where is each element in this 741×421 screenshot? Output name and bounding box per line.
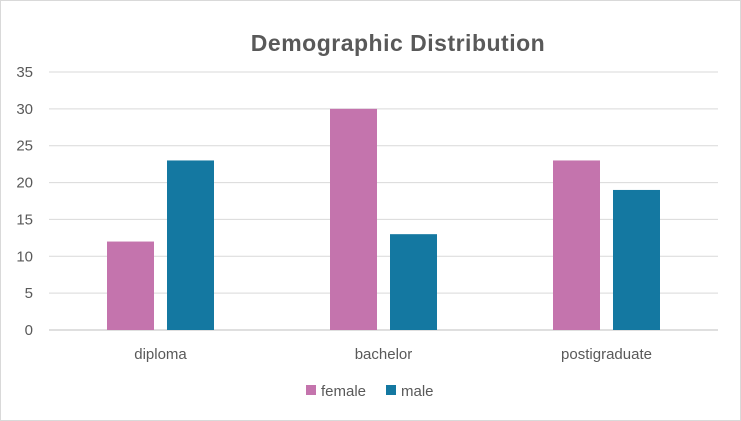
x-axis: diploma bachelor postigraduate bbox=[134, 346, 652, 363]
x-tick-label: postigraduate bbox=[561, 346, 652, 363]
bar-male-bachelor bbox=[390, 234, 437, 330]
y-tick-label: 30 bbox=[16, 101, 33, 118]
y-tick-label: 5 bbox=[25, 285, 33, 302]
gridlines bbox=[49, 71, 718, 331]
bar-female-bachelor bbox=[330, 108, 377, 330]
bar-female-diploma bbox=[107, 241, 154, 330]
y-axis: 0 5 10 15 20 25 30 35 bbox=[16, 64, 33, 339]
x-tick-label: diploma bbox=[134, 346, 187, 363]
bar-male-postigraduate bbox=[613, 189, 660, 330]
x-tick-label: bachelor bbox=[355, 346, 413, 363]
legend-swatch-female bbox=[306, 385, 316, 395]
legend-swatch-male bbox=[386, 385, 396, 395]
y-tick-label: 0 bbox=[25, 322, 33, 339]
bar-female-postigraduate bbox=[553, 160, 600, 330]
bars bbox=[107, 108, 660, 330]
bar-male-diploma bbox=[167, 160, 214, 330]
legend-label-female: female bbox=[321, 383, 366, 400]
y-tick-label: 25 bbox=[16, 138, 33, 155]
chart-title: Demographic Distribution bbox=[251, 30, 545, 56]
y-tick-label: 15 bbox=[16, 211, 33, 228]
y-tick-label: 20 bbox=[16, 175, 33, 192]
y-tick-label: 10 bbox=[16, 248, 33, 265]
legend-label-male: male bbox=[401, 383, 434, 400]
y-tick-label: 35 bbox=[16, 64, 33, 81]
legend: female male bbox=[306, 383, 434, 400]
